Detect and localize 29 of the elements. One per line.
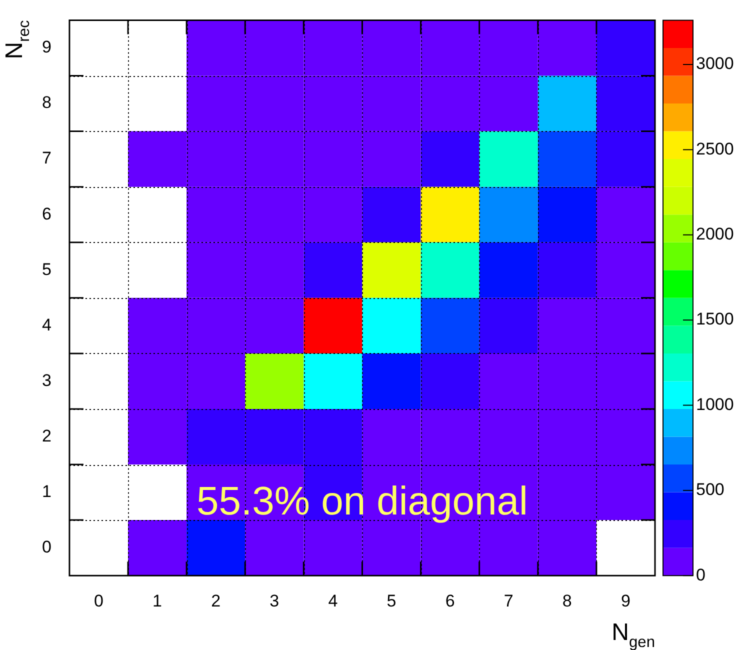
x-tick-label: 4: [328, 591, 338, 610]
y-tick-label: 5: [42, 260, 52, 279]
y-axis-title: Nrec: [1, 20, 34, 60]
y-tick-label: 6: [42, 204, 52, 224]
annotation: 55.3% on diagonal: [196, 479, 528, 524]
y-tick-label: 4: [42, 315, 52, 334]
x-tick-label: 6: [445, 591, 455, 610]
x-tick-label: 5: [386, 591, 396, 610]
x-tick-label: 7: [504, 591, 514, 610]
color-bar-label: 500: [696, 480, 724, 500]
y-tick-label: 3: [42, 370, 52, 390]
x-tick-label: 1: [152, 591, 162, 610]
color-bar-label: 1500: [696, 310, 734, 329]
x-tick-label: 9: [620, 591, 630, 610]
x-tick-label: 0: [94, 591, 104, 610]
color-bar-label: 3000: [696, 54, 734, 74]
x-tick-label: 3: [270, 591, 280, 610]
y-tick-label: 9: [42, 38, 52, 57]
color-bar-label: 2500: [696, 139, 734, 158]
x-tick-label: 8: [562, 591, 572, 610]
y-tick-label: 8: [42, 93, 52, 112]
y-tick-label: 1: [42, 482, 52, 501]
y-tick-label: 7: [42, 148, 52, 168]
color-bar-label: 2000: [696, 224, 734, 244]
color-bar-label: 1000: [696, 394, 734, 414]
y-tick-label: 2: [42, 426, 52, 446]
y-tick-label: 0: [42, 538, 52, 557]
x-tick-label: 2: [211, 591, 221, 610]
color-bar-label: 0: [696, 565, 706, 584]
